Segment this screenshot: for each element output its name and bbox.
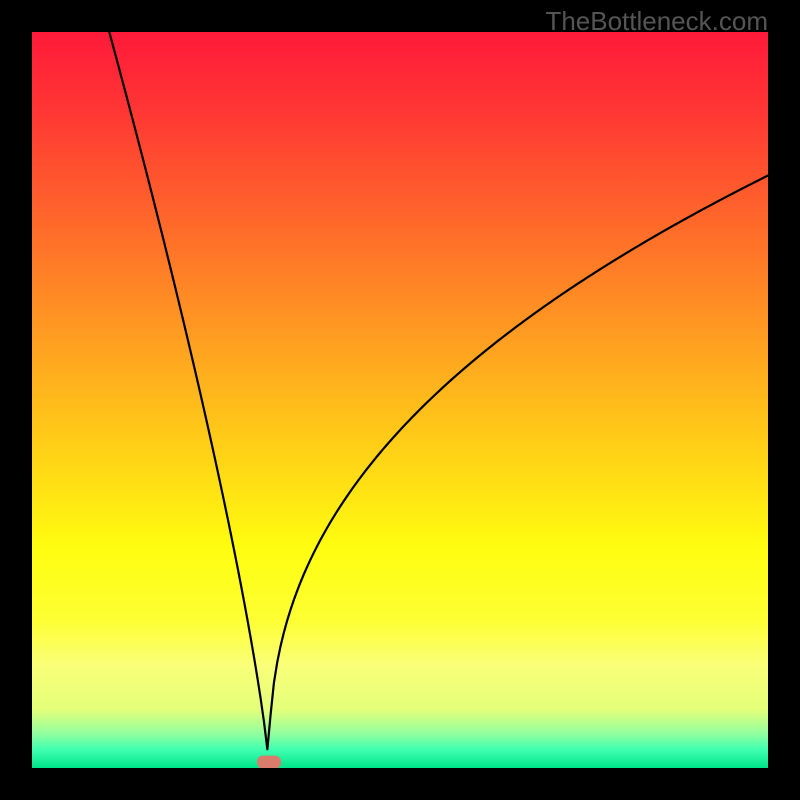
curve-layer: [32, 32, 768, 768]
vertex-marker: [257, 756, 281, 768]
chart-stage: TheBottleneck.com: [0, 0, 800, 800]
bottleneck-curve: [109, 32, 768, 749]
plot-area: [32, 32, 768, 768]
watermark-text: TheBottleneck.com: [545, 6, 768, 37]
